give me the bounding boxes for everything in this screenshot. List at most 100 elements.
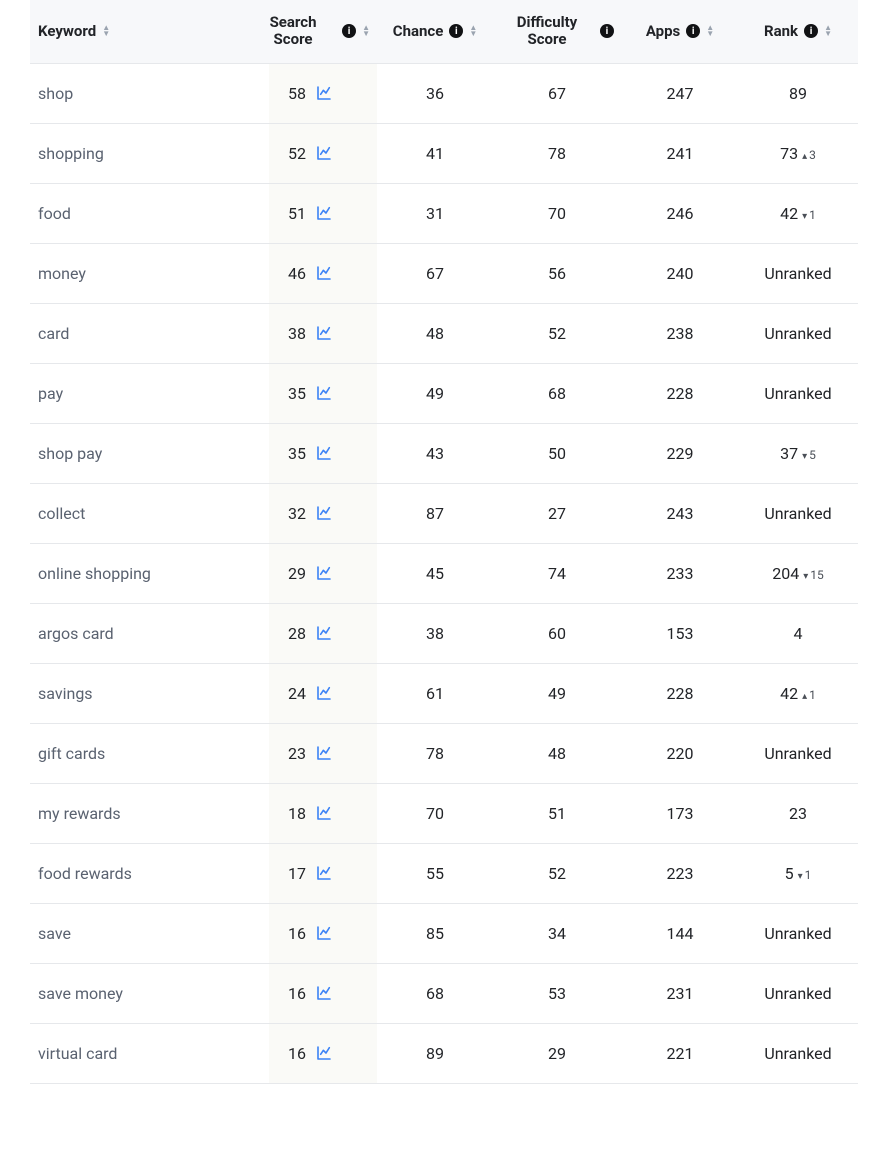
info-icon[interactable]: i bbox=[342, 24, 356, 38]
search-score-value: 18 bbox=[288, 804, 306, 823]
keyword-cell[interactable]: food bbox=[30, 183, 242, 243]
sort-icon[interactable]: ▲▼ bbox=[824, 25, 832, 37]
rank-delta-value: 5 bbox=[809, 448, 816, 462]
apps-cell: 144 bbox=[622, 903, 738, 963]
chart-icon[interactable] bbox=[316, 265, 332, 281]
arrow-up-icon bbox=[802, 688, 807, 702]
chart-icon[interactable] bbox=[316, 145, 332, 161]
chart-icon[interactable] bbox=[316, 505, 332, 521]
apps-cell: 231 bbox=[622, 963, 738, 1023]
sort-icon[interactable]: ▲▼ bbox=[469, 25, 477, 37]
table-row: shop pay354350229375 bbox=[30, 423, 858, 483]
rank-value: 89 bbox=[789, 84, 807, 103]
sort-icon[interactable]: ▲▼ bbox=[362, 25, 370, 37]
keyword-cell[interactable]: save money bbox=[30, 963, 242, 1023]
apps-cell: 246 bbox=[622, 183, 738, 243]
search-score-value: 23 bbox=[288, 744, 306, 763]
col-apps-label: Apps bbox=[646, 23, 680, 40]
keyword-cell[interactable]: save bbox=[30, 903, 242, 963]
col-search-score[interactable]: Search Score i ▲▼ bbox=[242, 0, 378, 63]
chance-cell: 31 bbox=[378, 183, 492, 243]
chart-icon[interactable] bbox=[316, 205, 332, 221]
search-score-value: 32 bbox=[288, 504, 306, 523]
rank-cell: 421 bbox=[738, 663, 858, 723]
col-search-score-label: Search Score bbox=[250, 14, 336, 49]
keyword-cell[interactable]: online shopping bbox=[30, 543, 242, 603]
chart-icon[interactable] bbox=[316, 625, 332, 641]
apps-cell: 221 bbox=[622, 1023, 738, 1083]
rank-cell: Unranked bbox=[738, 483, 858, 543]
chance-cell: 45 bbox=[378, 543, 492, 603]
col-rank[interactable]: Rank i ▲▼ bbox=[738, 0, 858, 63]
rank-value: Unranked bbox=[764, 264, 831, 283]
keyword-cell[interactable]: gift cards bbox=[30, 723, 242, 783]
keyword-cell[interactable]: collect bbox=[30, 483, 242, 543]
keyword-cell[interactable]: my rewards bbox=[30, 783, 242, 843]
info-icon[interactable]: i bbox=[804, 24, 818, 38]
chart-icon[interactable] bbox=[316, 325, 332, 341]
sort-icon[interactable]: ▲▼ bbox=[706, 25, 714, 37]
rank-cell: 733 bbox=[738, 123, 858, 183]
chart-icon[interactable] bbox=[316, 805, 332, 821]
chance-cell: 68 bbox=[378, 963, 492, 1023]
apps-cell: 247 bbox=[622, 63, 738, 123]
search-score-value: 17 bbox=[288, 864, 306, 883]
rank-value: 23 bbox=[789, 804, 807, 823]
search-score-cell: 24 bbox=[242, 663, 378, 723]
sort-icon[interactable]: ▲▼ bbox=[102, 25, 110, 37]
chart-icon[interactable] bbox=[316, 1045, 332, 1061]
apps-cell: 223 bbox=[622, 843, 738, 903]
keyword-cell[interactable]: card bbox=[30, 303, 242, 363]
keyword-cell[interactable]: virtual card bbox=[30, 1023, 242, 1083]
difficulty-cell: 52 bbox=[492, 303, 622, 363]
search-score-cell: 58 bbox=[242, 63, 378, 123]
chart-icon[interactable] bbox=[316, 445, 332, 461]
chart-icon[interactable] bbox=[316, 865, 332, 881]
difficulty-cell: 78 bbox=[492, 123, 622, 183]
search-score-cell: 46 bbox=[242, 243, 378, 303]
keyword-cell[interactable]: shop bbox=[30, 63, 242, 123]
keyword-cell[interactable]: food rewards bbox=[30, 843, 242, 903]
difficulty-cell: 51 bbox=[492, 783, 622, 843]
keyword-cell[interactable]: argos card bbox=[30, 603, 242, 663]
apps-cell: 229 bbox=[622, 423, 738, 483]
info-icon[interactable]: i bbox=[600, 24, 614, 38]
apps-cell: 241 bbox=[622, 123, 738, 183]
keyword-cell[interactable]: pay bbox=[30, 363, 242, 423]
col-difficulty-score[interactable]: Difficulty Score i bbox=[492, 0, 622, 63]
info-icon[interactable]: i bbox=[686, 24, 700, 38]
table-row: food rewards17555222351 bbox=[30, 843, 858, 903]
rank-value: 5 bbox=[785, 864, 794, 883]
rank-cell: 89 bbox=[738, 63, 858, 123]
chart-icon[interactable] bbox=[316, 85, 332, 101]
search-score-value: 58 bbox=[288, 84, 306, 103]
search-score-cell: 28 bbox=[242, 603, 378, 663]
keyword-cell[interactable]: shopping bbox=[30, 123, 242, 183]
apps-cell: 153 bbox=[622, 603, 738, 663]
chart-icon[interactable] bbox=[316, 685, 332, 701]
col-chance[interactable]: Chance i ▲▼ bbox=[378, 0, 492, 63]
keyword-cell[interactable]: savings bbox=[30, 663, 242, 723]
info-icon[interactable]: i bbox=[449, 24, 463, 38]
difficulty-cell: 27 bbox=[492, 483, 622, 543]
chart-icon[interactable] bbox=[316, 565, 332, 581]
chart-icon[interactable] bbox=[316, 745, 332, 761]
difficulty-cell: 70 bbox=[492, 183, 622, 243]
search-score-value: 24 bbox=[288, 684, 306, 703]
arrow-up-icon bbox=[802, 148, 807, 162]
chance-cell: 78 bbox=[378, 723, 492, 783]
rank-cell: Unranked bbox=[738, 303, 858, 363]
chart-icon[interactable] bbox=[316, 925, 332, 941]
search-score-cell: 35 bbox=[242, 423, 378, 483]
col-apps[interactable]: Apps i ▲▼ bbox=[622, 0, 738, 63]
chart-icon[interactable] bbox=[316, 385, 332, 401]
apps-cell: 238 bbox=[622, 303, 738, 363]
col-keyword[interactable]: Keyword ▲▼ bbox=[30, 0, 242, 63]
keyword-cell[interactable]: shop pay bbox=[30, 423, 242, 483]
search-score-value: 16 bbox=[288, 1044, 306, 1063]
keyword-cell[interactable]: money bbox=[30, 243, 242, 303]
search-score-cell: 18 bbox=[242, 783, 378, 843]
apps-cell: 240 bbox=[622, 243, 738, 303]
chart-icon[interactable] bbox=[316, 985, 332, 1001]
search-score-value: 35 bbox=[288, 444, 306, 463]
